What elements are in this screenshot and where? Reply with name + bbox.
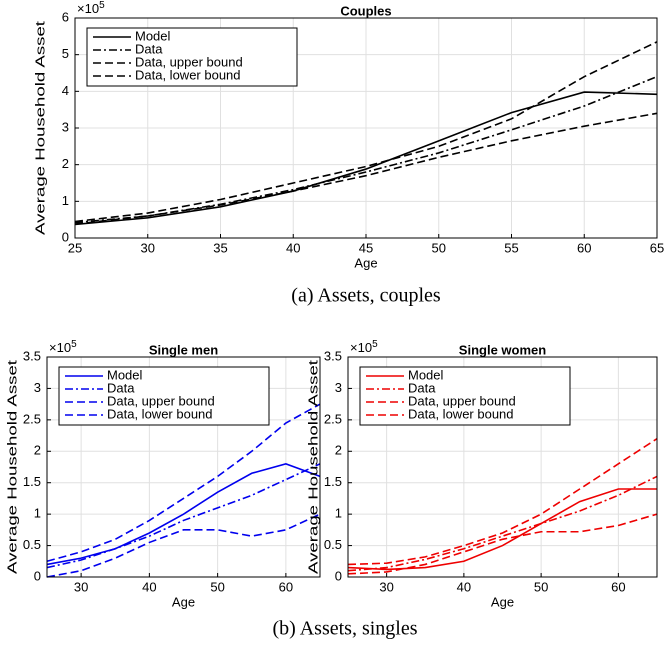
multiplier-base: ×10 bbox=[49, 340, 71, 355]
y-tick-label: 4 bbox=[62, 83, 69, 98]
chart-title: Single women bbox=[459, 342, 546, 357]
legend-label: Data, lower bound bbox=[408, 406, 514, 421]
y-multiplier: ×105 bbox=[350, 339, 378, 356]
y-tick-label: 3.5 bbox=[23, 348, 41, 363]
y-multiplier: ×105 bbox=[77, 0, 105, 16]
y-tick-label: 2 bbox=[34, 443, 41, 458]
y-tick-label: 1.5 bbox=[324, 474, 342, 489]
multiplier-base: ×10 bbox=[77, 1, 99, 16]
y-tick-label: 0.5 bbox=[324, 537, 342, 552]
multiplier-exponent: 5 bbox=[372, 339, 378, 350]
x-tick-label: 60 bbox=[279, 579, 293, 594]
x-tick-label: 35 bbox=[213, 240, 227, 255]
chart-title: Single men bbox=[149, 342, 218, 357]
y-tick-label: 2.5 bbox=[23, 411, 41, 426]
y-axis-label: Average Household Asset bbox=[32, 20, 47, 235]
x-tick-label: 65 bbox=[650, 240, 664, 255]
axes-box bbox=[347, 356, 658, 578]
legend-label: Model bbox=[408, 367, 444, 382]
y-tick-label: 1 bbox=[62, 193, 69, 208]
x-tick-label: 50 bbox=[210, 579, 224, 594]
x-tick-label: 40 bbox=[142, 579, 156, 594]
y-tick-label: 2 bbox=[335, 443, 342, 458]
x-axis-label: Age bbox=[354, 255, 377, 270]
legend-label: Model bbox=[107, 367, 143, 382]
x-tick-label: 40 bbox=[286, 240, 300, 255]
y-axis-label: Average Household Asset bbox=[305, 359, 320, 574]
x-tick-label: 40 bbox=[457, 579, 471, 594]
x-axis-label: Age bbox=[172, 594, 195, 609]
y-tick-label: 1 bbox=[335, 506, 342, 521]
x-axis-label: Age bbox=[491, 594, 514, 609]
y-tick-label: 0 bbox=[34, 568, 41, 583]
multiplier-base: ×10 bbox=[350, 340, 372, 355]
y-tick-label: 6 bbox=[62, 9, 69, 24]
x-tick-label: 60 bbox=[611, 579, 625, 594]
y-tick-label: 3 bbox=[335, 380, 342, 395]
y-tick-label: 2.5 bbox=[324, 411, 342, 426]
y-tick-label: 2 bbox=[62, 156, 69, 171]
y-tick-label: 1 bbox=[34, 506, 41, 521]
y-multiplier: ×105 bbox=[49, 339, 77, 356]
caption: (b) Assets, singles bbox=[273, 618, 418, 640]
y-tick-label: 3 bbox=[62, 119, 69, 134]
x-tick-label: 30 bbox=[141, 240, 155, 255]
x-tick-label: 30 bbox=[379, 579, 393, 594]
caption: (a) Assets, couples bbox=[291, 285, 441, 307]
legend-label: Data, upper bound bbox=[107, 393, 215, 408]
y-tick-label: 0.5 bbox=[23, 537, 41, 552]
y-axis-label: Average Household Asset bbox=[4, 359, 19, 574]
x-tick-label: 60 bbox=[577, 240, 591, 255]
multiplier-exponent: 5 bbox=[99, 0, 105, 11]
legend-label: Data bbox=[135, 41, 163, 56]
chart-title: Couples bbox=[340, 3, 391, 18]
x-tick-label: 30 bbox=[74, 579, 88, 594]
legend-label: Model bbox=[135, 28, 171, 43]
legend-label: Data, upper bound bbox=[135, 54, 243, 69]
x-tick-label: 50 bbox=[534, 579, 548, 594]
series-line bbox=[74, 112, 658, 225]
series-line bbox=[74, 91, 658, 226]
y-tick-label: 1.5 bbox=[23, 474, 41, 489]
axes-box bbox=[46, 356, 321, 578]
legend-label: Data bbox=[408, 380, 436, 395]
y-tick-label: 5 bbox=[62, 46, 69, 61]
series-line bbox=[46, 463, 321, 566]
y-tick-label: 0 bbox=[62, 229, 69, 244]
legend-label: Data, lower bound bbox=[107, 406, 213, 421]
series-line bbox=[347, 475, 658, 572]
legend-label: Data, upper bound bbox=[408, 393, 516, 408]
x-tick-label: 50 bbox=[432, 240, 446, 255]
series-line bbox=[46, 513, 321, 578]
y-tick-label: 3 bbox=[34, 380, 41, 395]
series-line bbox=[46, 403, 321, 563]
series-line bbox=[46, 463, 321, 569]
x-tick-label: 55 bbox=[504, 240, 518, 255]
series-line bbox=[347, 438, 658, 566]
y-tick-label: 0 bbox=[335, 568, 342, 583]
y-tick-label: 3.5 bbox=[324, 348, 342, 363]
legend-label: Data, lower bound bbox=[135, 67, 241, 82]
axes-box bbox=[74, 17, 658, 239]
series-line bbox=[347, 513, 658, 575]
x-tick-label: 45 bbox=[359, 240, 373, 255]
x-tick-label: 25 bbox=[68, 240, 82, 255]
series-line bbox=[74, 41, 658, 223]
multiplier-exponent: 5 bbox=[71, 339, 77, 350]
legend-label: Data bbox=[107, 380, 135, 395]
